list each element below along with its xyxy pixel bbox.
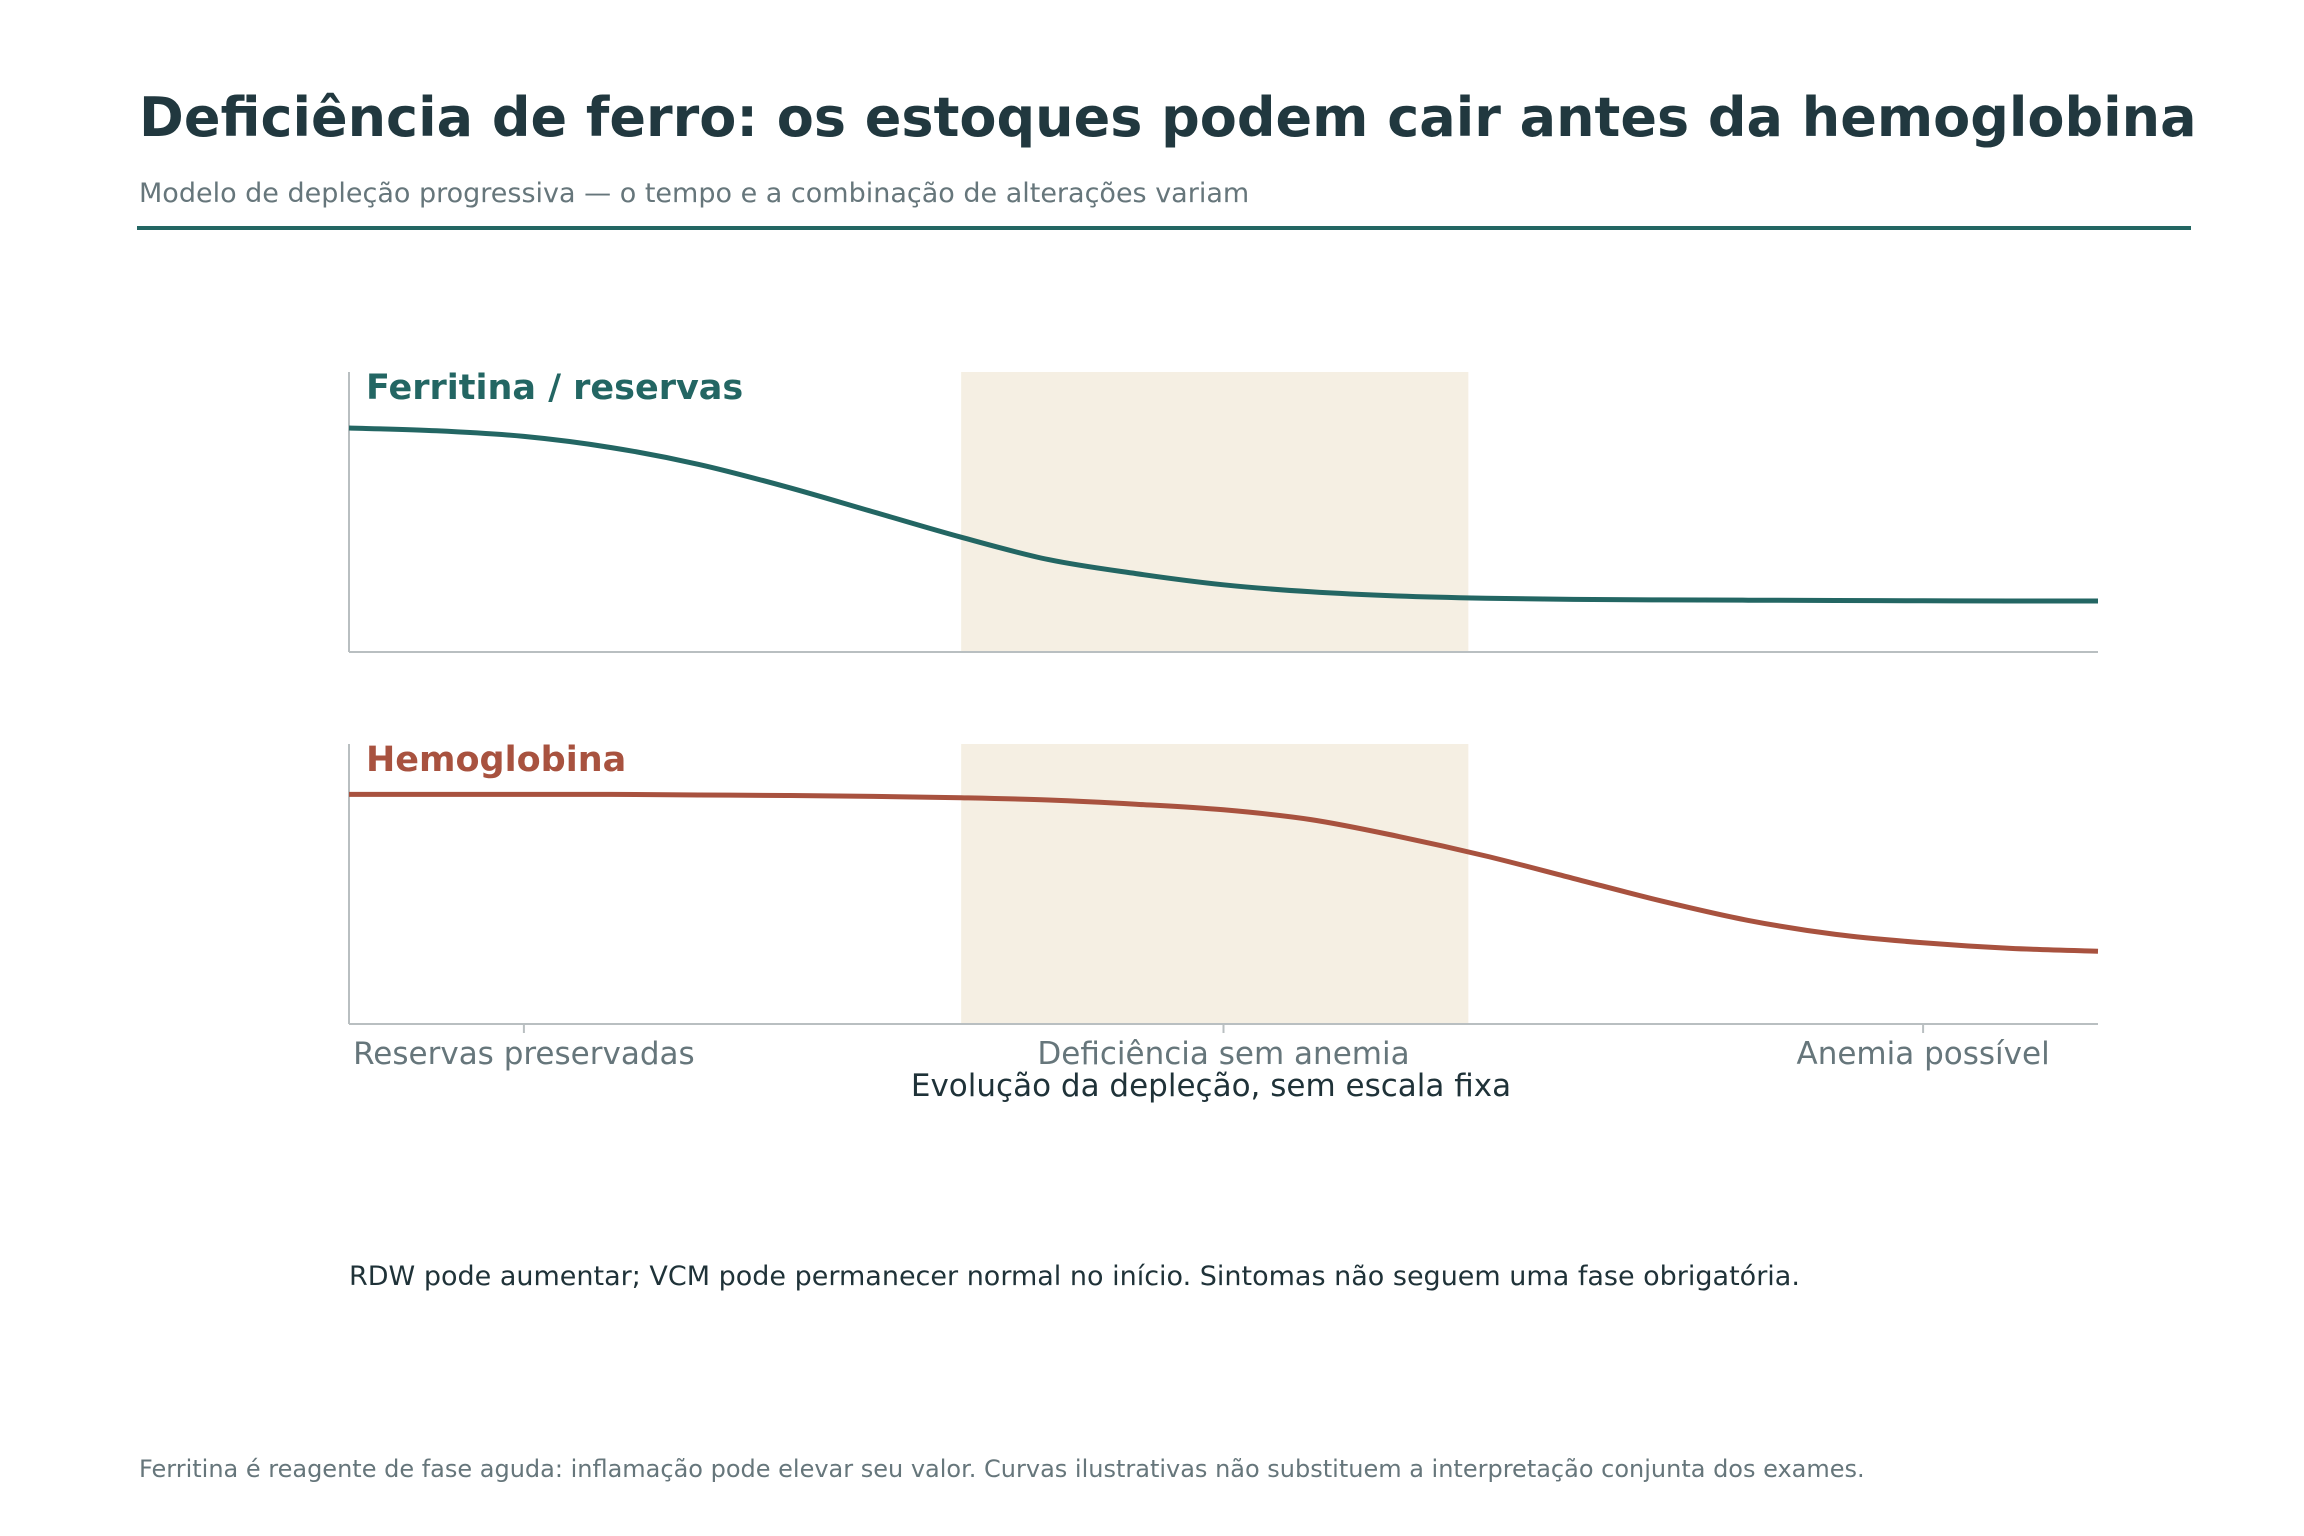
x-axis-label: Evolução da depleção, sem escala fixa xyxy=(911,1068,1511,1104)
page-title: Deficiência de ferro: os estoques podem … xyxy=(139,86,2197,149)
series-line-2 xyxy=(349,791,2099,954)
series-label-2: Hemoglobina xyxy=(366,740,626,780)
footnote: Ferritina é reagente de fase aguda: infl… xyxy=(139,1455,1865,1483)
x-tick-label: Anemia possível xyxy=(1797,1036,2050,1072)
clinical-note: RDW pode aumentar; VCM pode permanecer n… xyxy=(349,1261,1800,1292)
x-tick-label: Deficiência sem anemia xyxy=(1037,1036,1409,1072)
panel-2: Hemoglobina xyxy=(348,740,2099,1025)
series-label-1: Ferritina / reservas xyxy=(366,368,743,408)
header-divider xyxy=(137,226,2191,230)
panel-1: Ferritina / reservas xyxy=(348,368,2099,653)
series-line-1 xyxy=(348,425,2099,604)
page-subtitle: Modelo de depleção progressiva — o tempo… xyxy=(139,178,1250,209)
shaded-phase-region xyxy=(961,744,1469,1024)
shaded-phase-region xyxy=(961,372,1469,652)
x-tick-label: Reservas preservadas xyxy=(353,1036,694,1072)
